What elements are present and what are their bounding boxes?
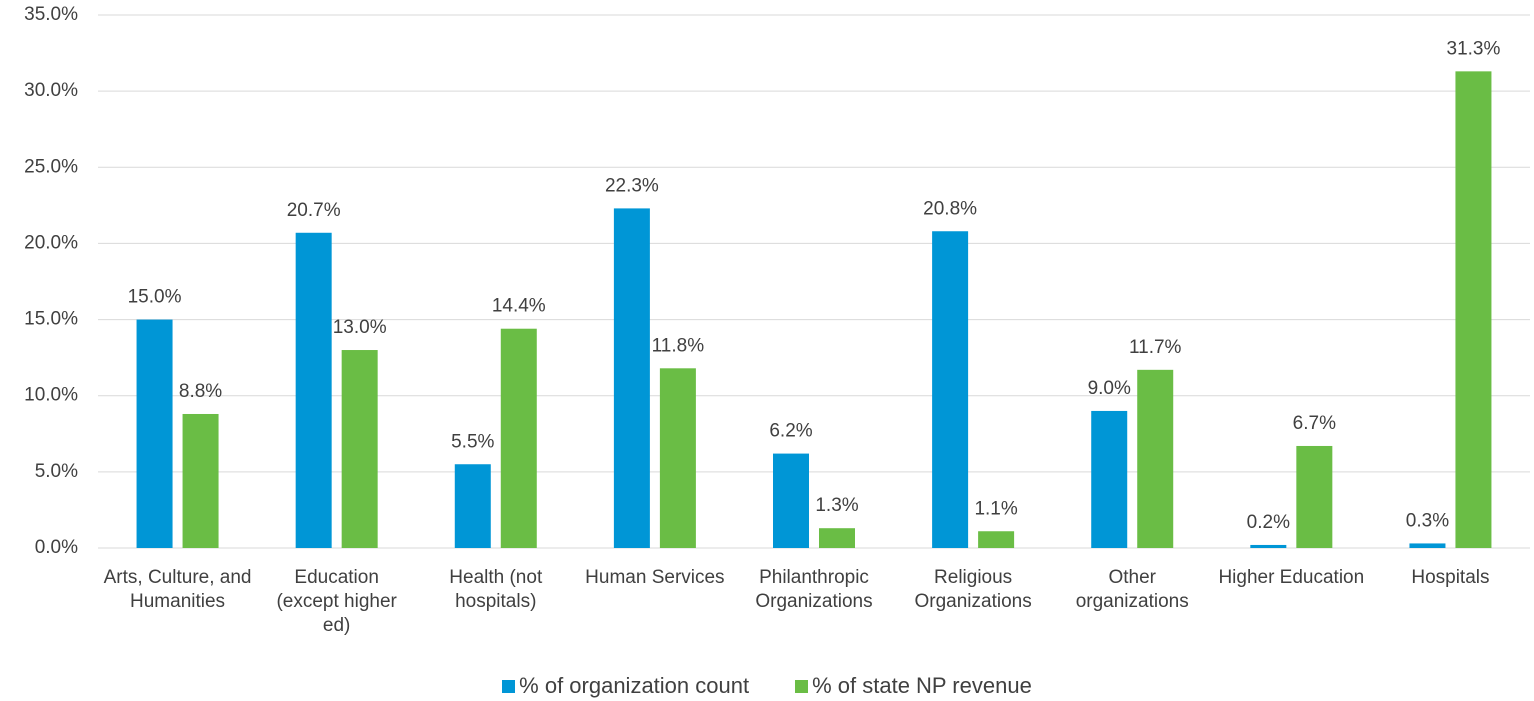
bar	[978, 531, 1015, 548]
data-label: 6.2%	[769, 421, 812, 442]
bar	[295, 232, 332, 549]
x-tick-label: Education (except higher ed)	[276, 567, 397, 636]
bar	[1409, 543, 1446, 548]
y-tick-label: 35.0%	[24, 4, 78, 25]
y-tick-label: 0.0%	[35, 537, 78, 558]
bar	[1250, 544, 1287, 548]
legend-swatch	[795, 679, 809, 693]
data-label: 8.8%	[179, 381, 222, 402]
x-tick-label: Religious Organizations	[914, 567, 1032, 612]
data-label: 31.3%	[1447, 38, 1501, 59]
bar	[136, 319, 173, 548]
bar	[454, 464, 491, 548]
legend-swatch	[502, 679, 516, 693]
y-tick-label: 15.0%	[24, 309, 78, 330]
y-tick-label: 10.0%	[24, 385, 78, 406]
legend-label: % of state NP revenue	[812, 673, 1032, 698]
bar	[819, 528, 855, 548]
data-label: 5.5%	[451, 431, 494, 452]
x-tick-label: Hospitals	[1411, 567, 1490, 588]
data-label: 6.7%	[1293, 413, 1336, 434]
data-label: 9.0%	[1088, 378, 1131, 399]
data-label: 11.7%	[1129, 337, 1182, 358]
x-tick-label: Human Services	[585, 567, 725, 588]
legend-label: % of organization count	[519, 673, 750, 698]
x-tick-label: Philanthropic Organizations	[755, 567, 873, 612]
x-tick-label: Health (not hospitals)	[449, 567, 543, 612]
bar	[1091, 410, 1128, 548]
bar	[500, 328, 537, 548]
legend-item: % of organization count	[502, 673, 749, 699]
bar	[773, 453, 809, 548]
x-tick-label: Higher Education	[1218, 567, 1365, 588]
data-label: 0.2%	[1247, 512, 1290, 533]
data-label: 1.1%	[974, 498, 1017, 519]
y-tick-label: 25.0%	[24, 156, 78, 177]
y-tick-label: 5.0%	[35, 461, 78, 482]
bar	[932, 231, 969, 548]
data-label: 22.3%	[605, 175, 659, 196]
x-tick-label: Other organizations	[1075, 567, 1189, 612]
data-label: 20.7%	[287, 200, 341, 221]
y-tick-label: 30.0%	[24, 80, 78, 101]
data-label: 0.3%	[1406, 510, 1449, 531]
legend: % of organization count % of state NP rev…	[0, 673, 1534, 699]
data-label: 11.8%	[652, 335, 705, 356]
bar	[1455, 71, 1492, 549]
x-tick-label: Arts, Culture, and Humanities	[103, 567, 252, 612]
legend-item: % of state NP revenue	[795, 673, 1032, 699]
data-label: 13.0%	[333, 317, 387, 338]
bar	[1137, 369, 1174, 548]
bar	[182, 413, 219, 548]
bar	[659, 368, 696, 548]
bar	[341, 350, 378, 548]
data-label: 20.8%	[923, 198, 977, 219]
bar	[1296, 445, 1333, 548]
data-label: 1.3%	[815, 495, 858, 516]
y-tick-label: 20.0%	[24, 232, 78, 253]
data-label: 14.4%	[492, 296, 546, 317]
data-label: 15.0%	[128, 287, 182, 308]
bar	[613, 208, 650, 548]
